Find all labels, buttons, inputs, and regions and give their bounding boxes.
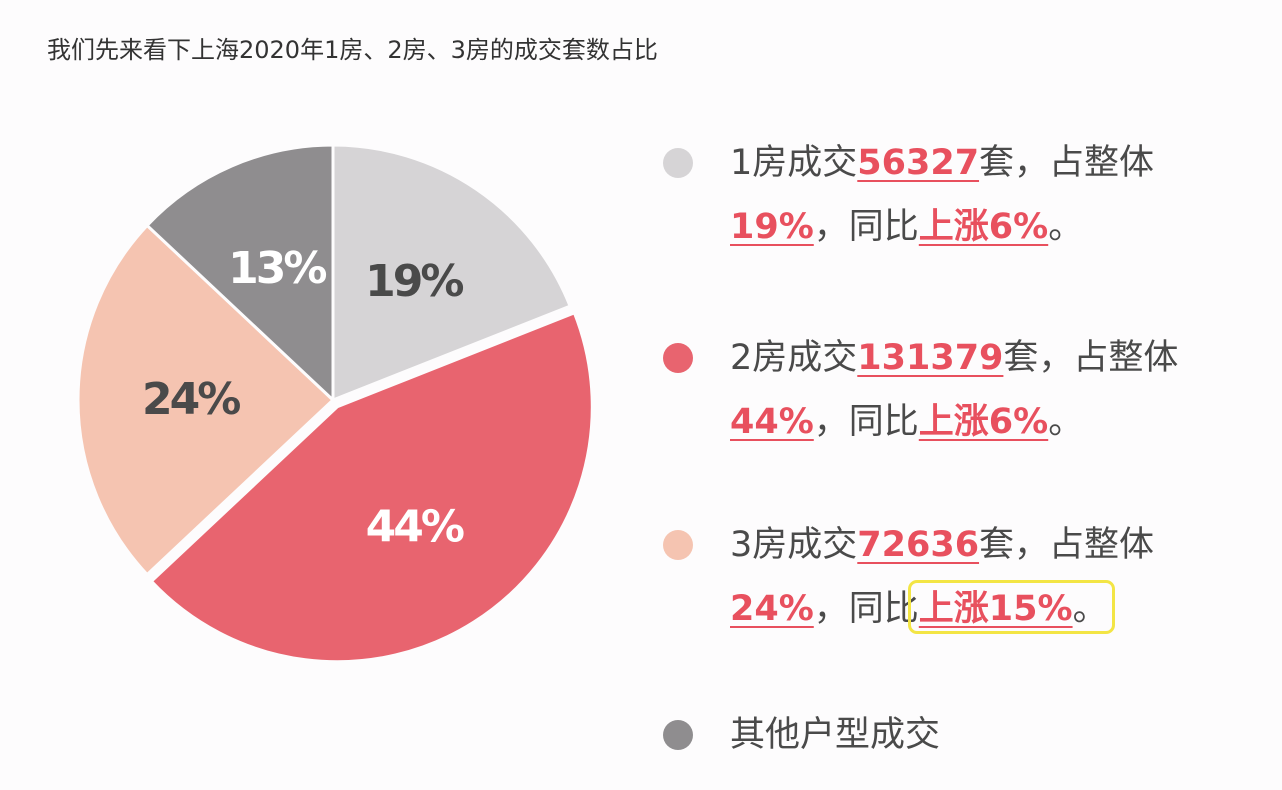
change-group: 上涨6%。 — [919, 207, 1083, 247]
legend-text: 2房成交 — [730, 338, 858, 378]
pie-slice — [149, 310, 594, 664]
legend-text: 套，占整体 — [979, 525, 1155, 565]
legend-line: 3房成交72636套，占整体 — [730, 523, 1154, 567]
pie-slice — [144, 143, 335, 404]
slice-label: 13% — [228, 243, 326, 294]
legend-text: 1房成交 — [730, 143, 858, 183]
legend-text: 131379 — [857, 338, 1004, 378]
legend-text: 。 — [1048, 402, 1084, 442]
legend-text: 24% — [730, 589, 814, 629]
legend-text: ，同比 — [813, 402, 919, 442]
legend-text: 。 — [1072, 589, 1108, 629]
legend-text: 56327 — [857, 143, 980, 183]
legend-text: 上涨6% — [918, 207, 1049, 247]
legend-text: 3房成交 — [730, 525, 858, 565]
legend-line: 1房成交56327套，占整体 — [730, 141, 1154, 185]
change-group: 上涨15%。 — [907, 580, 1115, 634]
legend-line: 44%，同比上涨6%。 — [730, 400, 1083, 444]
legend-text: 44% — [730, 402, 814, 442]
legend-text: ，同比 — [813, 207, 919, 247]
legend-dot — [663, 720, 693, 750]
slice-label: 44% — [366, 501, 464, 552]
change-group: 上涨6%。 — [919, 402, 1083, 442]
legend-text: 套，占整体 — [1003, 338, 1179, 378]
legend-line: 2房成交131379套，占整体 — [730, 336, 1178, 380]
legend-dot — [663, 148, 693, 178]
legend-text: 上涨15% — [918, 589, 1073, 629]
legend-dot — [663, 530, 693, 560]
legend-text: 上涨6% — [918, 402, 1049, 442]
legend-text: 其他户型成交 — [730, 715, 941, 755]
legend-text: 19% — [730, 207, 814, 247]
legend-line: 其他户型成交 — [730, 713, 940, 757]
pie-slice — [331, 143, 573, 403]
legend-text: 72636 — [857, 525, 980, 565]
legend-text: 套，占整体 — [979, 143, 1155, 183]
legend-text: ，同比 — [813, 589, 919, 629]
title: 我们先来看下上海2020年1房、2房、3房的成交套数占比 — [47, 36, 658, 64]
pie-slice — [76, 223, 336, 577]
legend-text: 。 — [1048, 207, 1084, 247]
legend-line: 24%，同比上涨15%。 — [730, 580, 1115, 634]
slice-label: 19% — [365, 256, 463, 307]
legend-line: 19%，同比上涨6%。 — [730, 205, 1083, 249]
legend-dot — [663, 343, 693, 373]
slice-label: 24% — [142, 374, 240, 425]
